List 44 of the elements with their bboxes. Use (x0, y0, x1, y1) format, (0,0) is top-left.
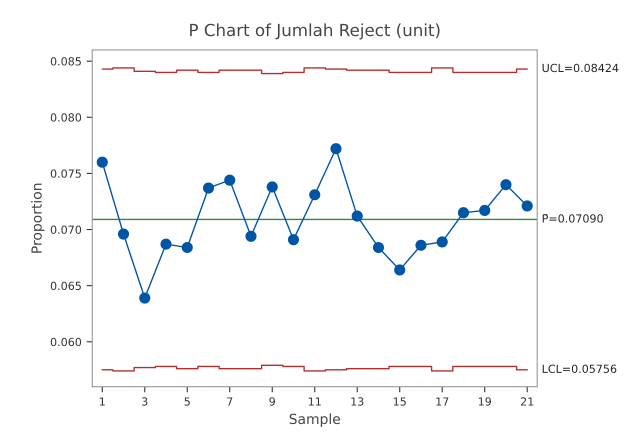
series-label: LCL=0.05756 (542, 364, 616, 373)
series-label: UCL=0.08424 (542, 64, 618, 72)
point (522, 200, 533, 212)
point (288, 234, 300, 246)
point (139, 292, 150, 304)
point (160, 238, 172, 250)
point (266, 181, 278, 192)
y-tick-label: 0.080 (50, 113, 82, 122)
x-tick-label: 17 (436, 397, 448, 406)
point (458, 207, 470, 218)
chart-title: P Chart of Jumlah Reject (unit) (190, 23, 440, 40)
y-tick-label: 0.085 (50, 57, 81, 66)
x-tick-label: 21 (520, 397, 534, 406)
point (372, 242, 384, 254)
point (96, 156, 108, 168)
point (394, 264, 406, 276)
point (330, 143, 342, 154)
point (118, 228, 130, 240)
y-tick-label: 0.065 (50, 282, 81, 290)
x-tick-label: 5 (184, 397, 190, 406)
point (245, 230, 257, 242)
point (500, 179, 512, 190)
x-axis-title: Sample (290, 413, 340, 427)
point (309, 189, 320, 200)
y-axis-title: Proportion (31, 184, 44, 253)
point (415, 240, 427, 251)
x-tick-label: 9 (269, 397, 275, 406)
x-tick-label: 1 (100, 397, 105, 406)
ref-line-label: P̄=0.07090 (542, 214, 603, 223)
point (224, 174, 236, 186)
point (479, 204, 490, 216)
point (202, 182, 214, 194)
x-tick-label: 7 (227, 397, 232, 406)
x-tick-label: 3 (142, 397, 148, 406)
x-tick-label: 13 (351, 397, 364, 406)
y-tick-label: 0.060 (50, 338, 82, 346)
x-tick-label: 15 (394, 397, 406, 406)
x-tick-label: 11 (308, 397, 321, 406)
y-tick-label: 0.075 (50, 169, 81, 178)
point (352, 210, 363, 222)
point (436, 236, 448, 248)
point (182, 242, 193, 254)
y-tick-label: 0.070 (50, 226, 82, 234)
x-tick-label: 19 (478, 397, 492, 406)
